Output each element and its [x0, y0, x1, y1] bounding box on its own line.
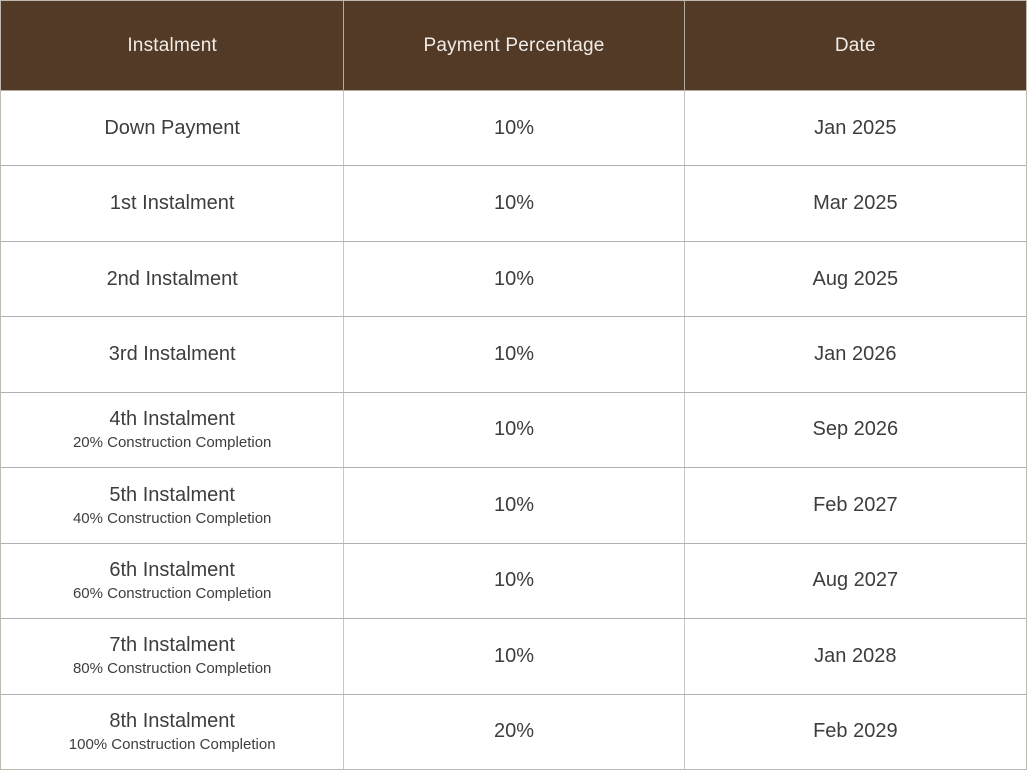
- table-body: Down Payment 10% Jan 2025 1st Instalment…: [1, 91, 1026, 769]
- instalment-cell: 2nd Instalment: [1, 242, 343, 316]
- table-row: Down Payment 10% Jan 2025: [1, 91, 1026, 166]
- date-cell: Sep 2026: [683, 392, 1026, 468]
- instalment-cell: Down Payment: [1, 91, 343, 165]
- percentage-cell: 10%: [343, 468, 683, 543]
- instalment-label: 8th Instalment: [109, 709, 235, 732]
- percentage-cell: 10%: [343, 317, 683, 392]
- percentage-cell: 10%: [343, 619, 683, 694]
- instalment-label: Down Payment: [104, 116, 240, 139]
- instalment-subtitle: 80% Construction Completion: [72, 660, 272, 678]
- instalment-subtitle: 100% Construction Completion: [68, 735, 276, 753]
- table-row: 4th Instalment 20% Construction Completi…: [1, 391, 1026, 468]
- instalment-cell: 7th Instalment 80% Construction Completi…: [1, 619, 343, 693]
- table-row: 8th Instalment 100% Construction Complet…: [1, 693, 1026, 769]
- percentage-cell: 10%: [343, 241, 683, 317]
- column-header-date: Date: [683, 1, 1026, 90]
- instalment-cell: 4th Instalment 20% Construction Completi…: [1, 393, 343, 467]
- instalment-label: 5th Instalment: [109, 483, 235, 506]
- date-cell: Aug 2025: [683, 241, 1026, 317]
- date-cell: Jan 2025: [683, 91, 1026, 166]
- instalment-cell: 8th Instalment 100% Construction Complet…: [1, 695, 343, 769]
- instalment-label: 1st Instalment: [109, 192, 235, 215]
- table-header: Instalment Payment Percentage Date: [1, 1, 1026, 91]
- instalment-cell: 3rd Instalment: [1, 317, 343, 391]
- instalment-cell: 6th Instalment 60% Construction Completi…: [1, 544, 343, 618]
- instalment-cell: 5th Instalment 40% Construction Completi…: [1, 468, 343, 542]
- date-cell: Jan 2028: [683, 619, 1026, 694]
- table-row: 7th Instalment 80% Construction Completi…: [1, 618, 1026, 694]
- date-cell: Feb 2029: [683, 694, 1026, 769]
- instalment-subtitle: 40% Construction Completion: [72, 509, 272, 527]
- percentage-cell: 10%: [343, 392, 683, 468]
- instalment-label: 6th Instalment: [109, 558, 235, 581]
- date-cell: Aug 2027: [683, 543, 1026, 619]
- instalment-label: 4th Instalment: [109, 408, 235, 431]
- instalment-subtitle: 20% Construction Completion: [72, 434, 272, 452]
- percentage-cell: 10%: [343, 543, 683, 619]
- instalment-subtitle: 60% Construction Completion: [72, 584, 272, 602]
- instalment-label: 7th Instalment: [109, 634, 235, 657]
- column-header-payment-percentage: Payment Percentage: [343, 1, 683, 90]
- instalment-label: 3rd Instalment: [108, 343, 236, 366]
- table-row: 3rd Instalment 10% Jan 2026: [1, 316, 1026, 392]
- table-row: 6th Instalment 60% Construction Completi…: [1, 542, 1026, 619]
- table-row: 5th Instalment 40% Construction Completi…: [1, 467, 1026, 543]
- instalment-cell: 1st Instalment: [1, 166, 343, 240]
- percentage-cell: 10%: [343, 91, 683, 166]
- date-cell: Jan 2026: [683, 317, 1026, 392]
- table-row: 2nd Instalment 10% Aug 2025: [1, 240, 1026, 317]
- table-row: 1st Instalment 10% Mar 2025: [1, 165, 1026, 241]
- date-cell: Feb 2027: [683, 468, 1026, 543]
- percentage-cell: 20%: [343, 694, 683, 769]
- date-cell: Mar 2025: [683, 166, 1026, 241]
- instalment-label: 2nd Instalment: [106, 267, 238, 290]
- percentage-cell: 10%: [343, 166, 683, 241]
- column-header-instalment: Instalment: [127, 34, 217, 56]
